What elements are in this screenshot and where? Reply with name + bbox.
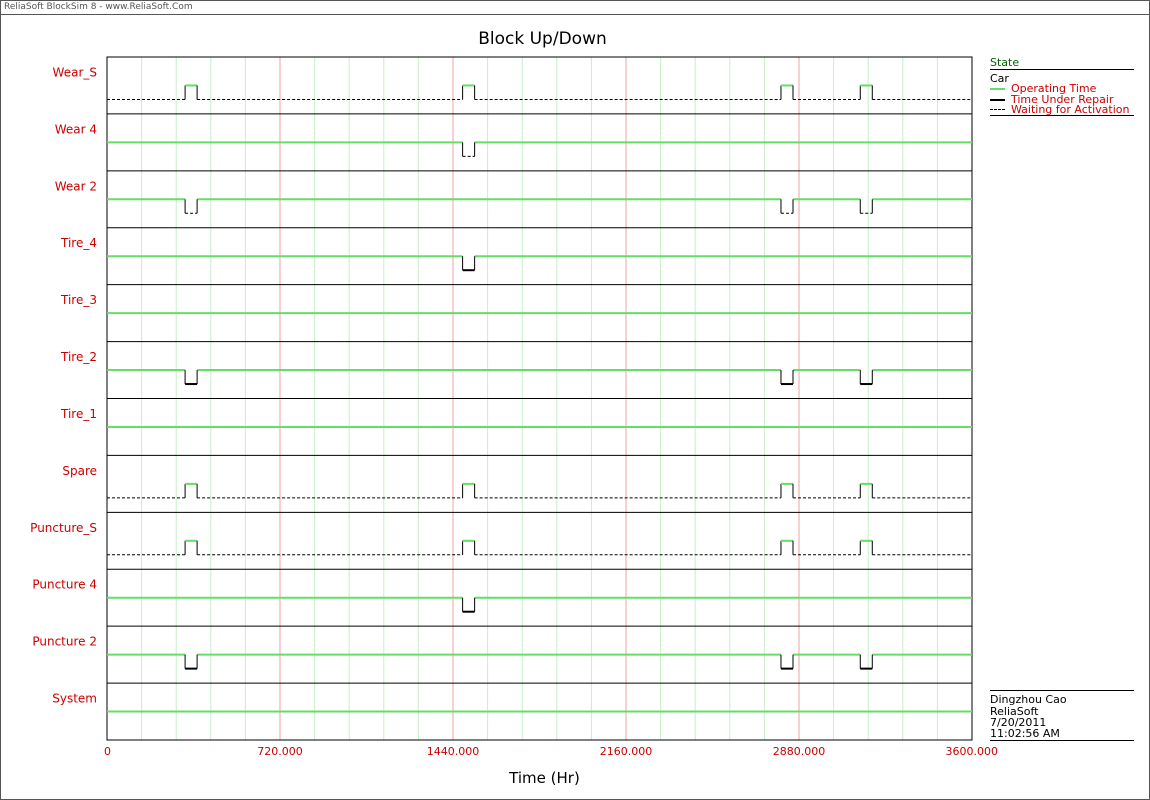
row-label: Spare [62,464,97,478]
title-divider [1,14,1149,15]
legend-divider-bottom [990,115,1134,116]
row-label: Tire_2 [60,350,97,364]
legend-item-repair: Time Under Repair [990,94,1140,105]
legend-header: State [990,56,1020,69]
row-label: Puncture_S [30,521,97,535]
legend-item-waiting: Waiting for Activation [990,104,1140,115]
row-label: Wear 4 [55,122,97,136]
info-time: 11:02:56 AM [990,727,1060,740]
legend-divider-top [990,69,1134,70]
info-divider-bottom [990,740,1134,741]
x-tick-label: 3600.000 [946,745,999,758]
x-tick-label: 2160.000 [600,745,653,758]
row-label: Tire_3 [60,293,97,307]
legend-swatch-operating [990,88,1005,90]
info-author: Dingzhou Cao [990,693,1067,706]
legend-swatch-waiting [990,109,1005,110]
legend-swatch-repair [990,99,1005,101]
info-company: ReliaSoft [990,705,1039,718]
row-label: System [52,692,97,706]
x-tick-label: 1440.000 [427,745,480,758]
legend-group: Car [990,72,1009,85]
legend-item-operating: Operating Time [990,83,1140,94]
app-title: ReliaSoft BlockSim 8 - www.ReliaSoft.Com [4,2,193,12]
legend-label-waiting: Waiting for Activation [1011,103,1130,116]
row-label: Puncture 2 [32,635,97,649]
info-divider-top [990,690,1134,691]
row-label: Tire_1 [60,407,97,421]
row-label: Puncture 4 [32,578,97,592]
row-label: Wear 2 [55,179,97,193]
x-tick-label: 0 [104,745,111,758]
x-tick-label: 720.000 [257,745,303,758]
legend-label-repair: Time Under Repair [1011,93,1114,106]
x-tick-label: 2880.000 [773,745,826,758]
legend-label-operating: Operating Time [1011,82,1097,95]
info-date: 7/20/2011 [990,716,1047,729]
row-label: Tire_4 [60,236,97,250]
chart-title: Block Up/Down [478,29,607,49]
x-axis-label: Time (Hr) [508,769,580,787]
row-label: Wear_S [53,65,97,79]
